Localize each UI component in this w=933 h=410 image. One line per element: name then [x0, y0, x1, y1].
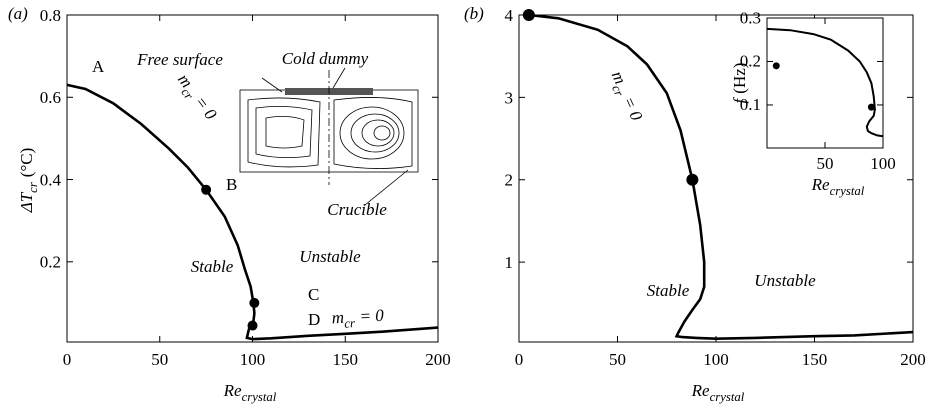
arrow [332, 67, 346, 89]
x-tick-label: 200 [425, 350, 451, 369]
annotation-main: Free surface [136, 50, 223, 69]
contour [247, 97, 321, 168]
annotation-main: m [331, 308, 344, 328]
y-axis-label: f (Hz) [730, 63, 749, 104]
y-axis-label: ΔTcr (°C) [17, 148, 40, 214]
annotation: Cold dummy [282, 49, 369, 68]
annotation-main: Cold dummy [282, 49, 369, 68]
y-axis-label-tail: (°C) [17, 148, 36, 177]
contour [339, 106, 405, 160]
x-tick-label: 150 [333, 350, 359, 369]
point-label: C [308, 285, 319, 304]
annotation-main: Unstable [299, 247, 361, 266]
annotation: Unstable [754, 271, 816, 290]
x-tick-label: 100 [870, 154, 896, 173]
x-tick-label: 0 [63, 350, 72, 369]
annotation-tail: = 0 [359, 306, 385, 326]
x-axis-label-main: Re [811, 175, 830, 194]
annotation-main: Crucible [327, 200, 387, 219]
x-tick-label: 100 [703, 350, 729, 369]
y-tick-label: 0.4 [40, 170, 62, 189]
panel-label: (a) [8, 4, 28, 23]
contour [361, 119, 395, 147]
annotation: Stable [647, 281, 690, 300]
annotation-main: Stable [647, 281, 690, 300]
annotation: mcr= 0 [604, 68, 646, 125]
curve [66, 83, 256, 326]
contour [350, 113, 400, 153]
annotation: Unstable [299, 247, 361, 266]
x-tick-label: 50 [817, 154, 834, 173]
x-axis-label: Recrystal [811, 175, 865, 198]
point [686, 173, 699, 186]
annotation-sub: cr [609, 83, 626, 98]
y-axis-label-main: ΔT [17, 191, 36, 213]
x-axis-label-sub: crystal [710, 390, 745, 404]
x-tick-label: 50 [151, 350, 168, 369]
y-tick-label: 2 [505, 171, 514, 190]
x-tick-label: 0 [515, 350, 524, 369]
point-label: D [308, 310, 320, 329]
x-axis-label-sub: crystal [242, 390, 277, 404]
y-axis-label-tail: (Hz) [730, 63, 749, 94]
y-tick-label: 0.2 [40, 253, 61, 272]
x-tick-label: 50 [609, 350, 626, 369]
y-tick-label: 0.6 [40, 88, 61, 107]
panel-label: (b) [464, 4, 484, 23]
curve [766, 27, 884, 138]
y-tick-label: 3 [505, 88, 514, 107]
y-tick-label: 1 [505, 253, 514, 272]
annotation: mcr= 0 [171, 70, 221, 126]
arrow [261, 77, 283, 93]
annotation: Free surface [136, 50, 223, 69]
annotation: Crucible [327, 200, 387, 219]
y-axis-label-sub: cr [26, 182, 40, 193]
arrow [364, 169, 409, 206]
inset-background [767, 18, 883, 148]
point [249, 297, 260, 308]
contour [265, 116, 305, 149]
x-axis-label-sub: crystal [830, 184, 865, 198]
point [522, 9, 535, 21]
y-tick-label: 0.8 [40, 6, 61, 25]
x-tick-label: 100 [240, 350, 266, 369]
y-tick-label: 0.2 [740, 52, 761, 71]
annotation: Stable [191, 257, 234, 276]
point-label: B [226, 175, 237, 194]
curve [528, 13, 914, 341]
y-tick-label: 4 [505, 6, 514, 25]
y-tick-label: 0.1 [740, 95, 761, 114]
x-tick-label: 150 [802, 350, 828, 369]
x-tick-label: 200 [900, 350, 926, 369]
x-axis-label-main: Re [691, 381, 710, 400]
y-axis-label-main: f [730, 96, 749, 103]
annotation-tail: = 0 [191, 92, 221, 123]
point [867, 103, 875, 111]
curve [245, 324, 439, 341]
annotation-main: Stable [191, 257, 234, 276]
contour [333, 97, 413, 169]
point [247, 320, 258, 331]
point [772, 62, 780, 70]
point [201, 184, 212, 195]
annotation: mcr = 0 [331, 306, 385, 332]
y-tick-label: 0.3 [740, 8, 761, 27]
contour [255, 106, 313, 158]
annotation-main: Unstable [754, 271, 816, 290]
x-axis-label: Recrystal [691, 381, 745, 404]
contour [373, 125, 391, 141]
inset-diagram [239, 67, 419, 206]
x-axis-label-main: Re [223, 381, 242, 400]
x-axis-label: Recrystal [223, 381, 277, 404]
annotation-tail: = 0 [619, 94, 646, 124]
point-label: A [92, 57, 105, 76]
annotation-sub: cr [344, 316, 355, 331]
